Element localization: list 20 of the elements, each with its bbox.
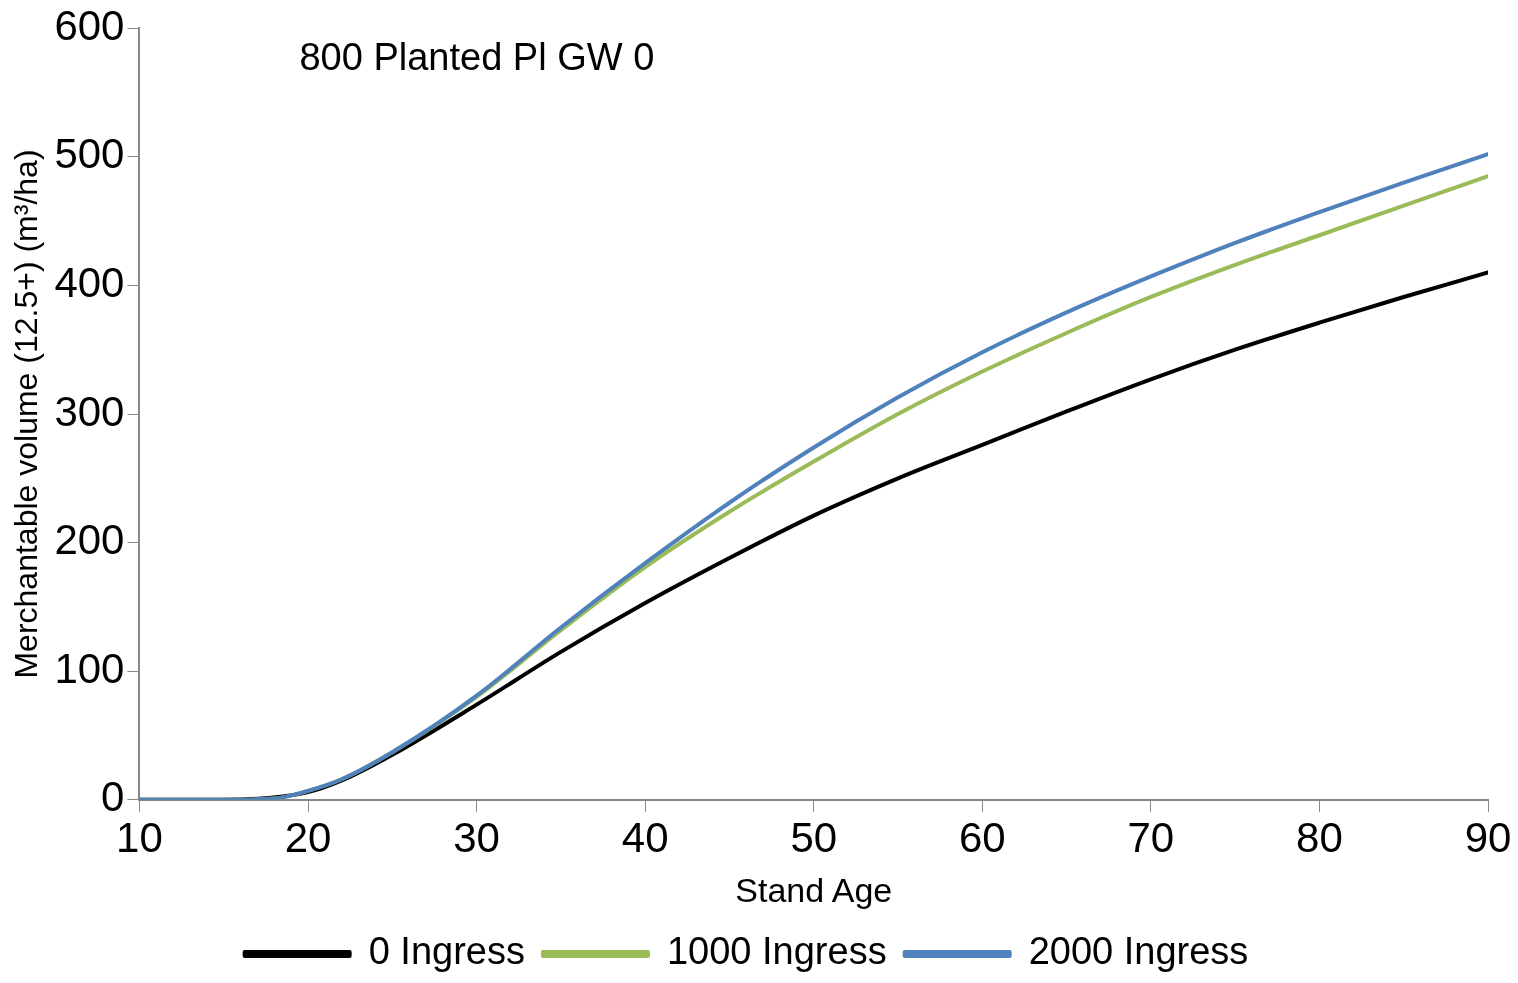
x-axis-title: Stand Age	[735, 870, 893, 909]
x-tick-label: 40	[621, 813, 669, 861]
y-tick-label: 600	[54, 1, 125, 49]
legend-label: 2000 Ingress	[1028, 930, 1249, 973]
legend-label: 1000 Ingress	[666, 930, 887, 973]
legend-label: 0 Ingress	[368, 930, 525, 973]
y-tick-label: 100	[54, 644, 125, 692]
annotation: 800 Planted Pl GW 0	[299, 35, 655, 78]
y-tick-label: 200	[54, 516, 125, 564]
y-axis-title: Merchantable volume (12.5+) (m³/ha)	[8, 149, 45, 679]
x-tick-label: 30	[453, 813, 500, 861]
y-tick-label: 300	[54, 387, 125, 435]
x-tick-label: 50	[790, 813, 838, 861]
x-tick-label: 80	[1296, 813, 1343, 861]
x-tick-label: 20	[284, 813, 332, 861]
x-tick-label: 90	[1464, 813, 1512, 861]
y-tick-label: 500	[54, 130, 125, 178]
x-tick-label: 70	[1127, 813, 1175, 861]
y-tick-label: 400	[54, 258, 125, 306]
x-tick-label: 60	[958, 813, 1006, 861]
